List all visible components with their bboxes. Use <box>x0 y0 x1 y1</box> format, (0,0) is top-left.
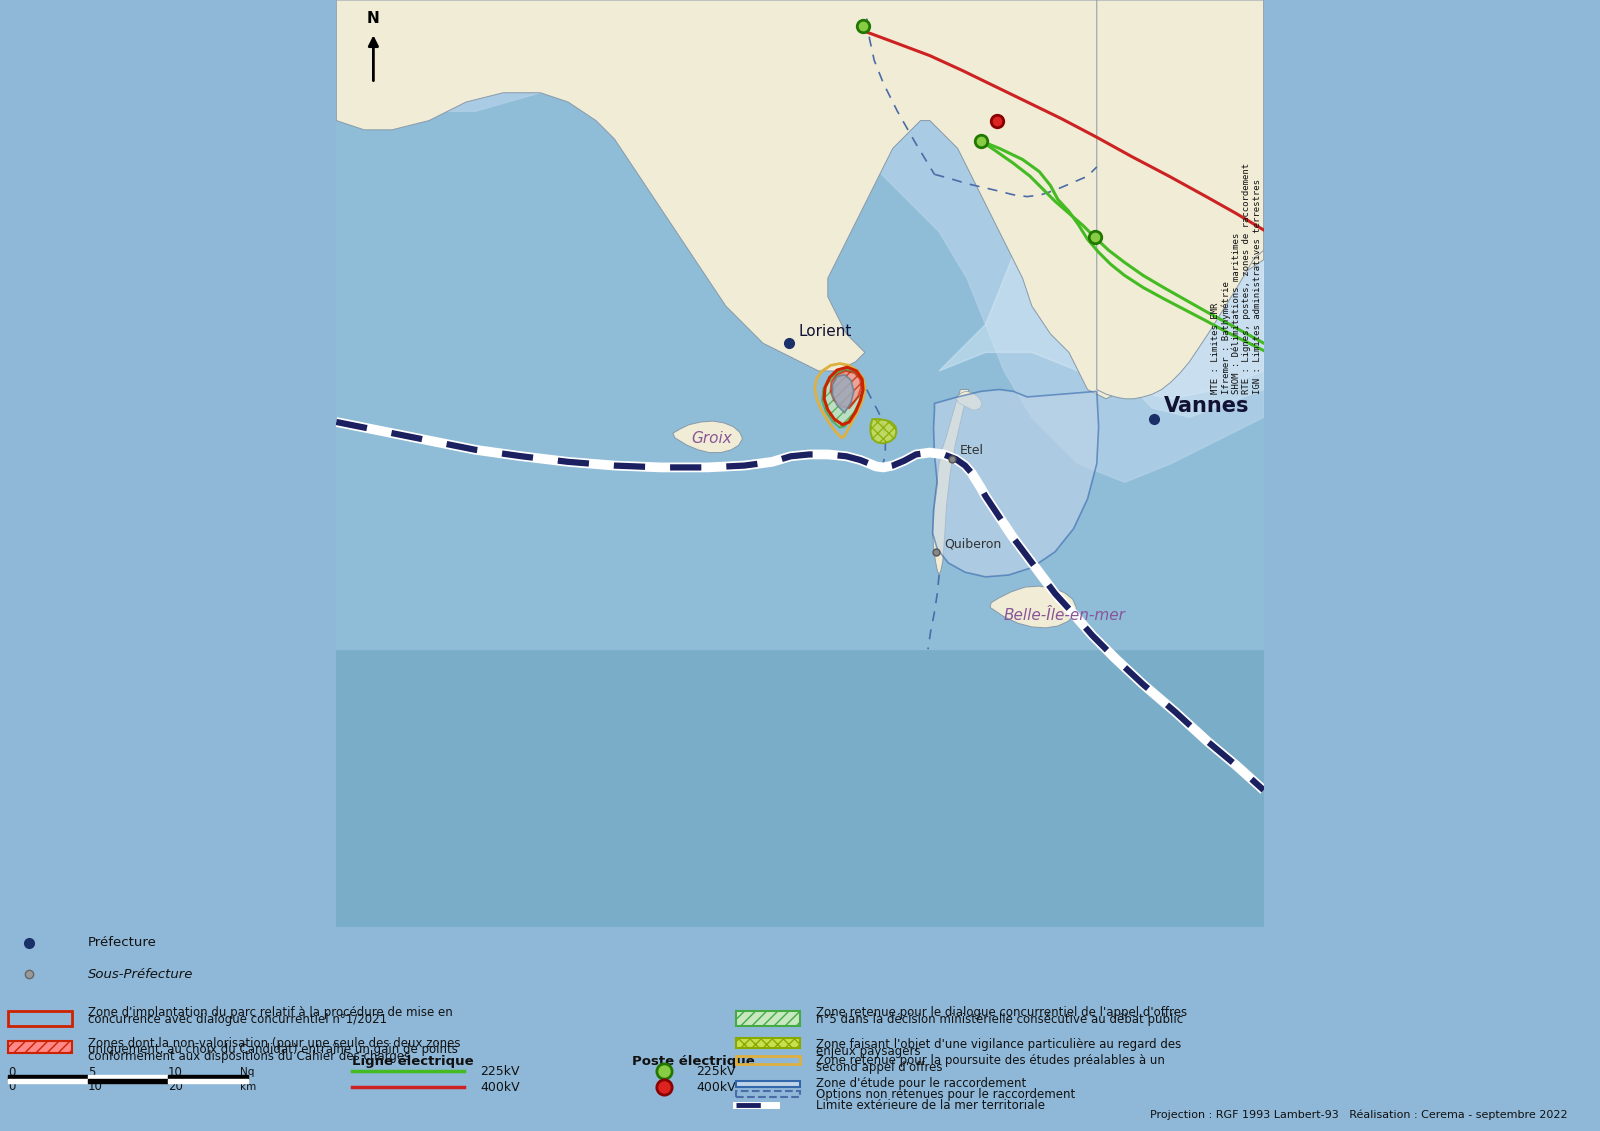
Bar <box>736 1055 800 1064</box>
Polygon shape <box>933 389 968 575</box>
Text: Zone retenue pour le dialogue concurrentiel de l'appel d'offres: Zone retenue pour le dialogue concurrent… <box>816 1005 1187 1019</box>
Text: concurrence avec dialogue concurrentiel n°1/2021: concurrence avec dialogue concurrentiel … <box>88 1013 387 1026</box>
Text: 225kV: 225kV <box>480 1065 520 1078</box>
Text: 5: 5 <box>88 1065 96 1079</box>
Polygon shape <box>893 0 1264 417</box>
Text: 0: 0 <box>8 1065 16 1079</box>
Text: n°5 dans la décision ministérielle consécutive au débat public: n°5 dans la décision ministérielle consé… <box>816 1013 1182 1026</box>
Text: uniquement, au choix du Candidat) entraîne un gain de points: uniquement, au choix du Candidat) entraî… <box>88 1043 458 1056</box>
Text: N: N <box>366 11 379 26</box>
Text: MTE : Limites EMR
Ifremer : Bathymétrie
SHOM : Délimitations maritimes
RTE : Lig: MTE : Limites EMR Ifremer : Bathymétrie … <box>1211 163 1262 394</box>
Text: 0: 0 <box>8 1080 16 1094</box>
Text: Quiberon: Quiberon <box>944 537 1002 550</box>
Text: Belle-Île-en-mer: Belle-Île-en-mer <box>1005 607 1126 622</box>
Text: Groix: Groix <box>691 431 733 447</box>
Text: Préfecture: Préfecture <box>88 936 157 949</box>
Text: Ligne électrique: Ligne électrique <box>352 1055 474 1069</box>
Polygon shape <box>1096 0 1264 399</box>
Polygon shape <box>336 0 1264 482</box>
Bar <box>736 1038 800 1048</box>
Polygon shape <box>955 391 982 409</box>
Polygon shape <box>830 371 861 408</box>
Text: conformément aux dispositions du Cahier des charges: conformément aux dispositions du Cahier … <box>88 1051 410 1063</box>
Polygon shape <box>933 389 1099 577</box>
Text: Zone d'implantation du parc relatif à la procédure de mise en: Zone d'implantation du parc relatif à la… <box>88 1005 453 1019</box>
Text: Zone retenue pour la poursuite des études préalables à un: Zone retenue pour la poursuite des étude… <box>816 1054 1165 1067</box>
Text: second appel d'offres: second appel d'offres <box>816 1061 942 1073</box>
Text: enjeux paysagers: enjeux paysagers <box>816 1045 920 1057</box>
Polygon shape <box>336 0 1264 399</box>
Bar <box>736 1091 800 1097</box>
Text: Poste électrique: Poste électrique <box>632 1055 755 1069</box>
Text: Sous-Préfecture: Sous-Préfecture <box>88 968 194 981</box>
Polygon shape <box>674 421 742 452</box>
Text: Zone d'étude pour le raccordement: Zone d'étude pour le raccordement <box>816 1078 1026 1090</box>
Bar <box>736 1011 800 1026</box>
Polygon shape <box>832 374 854 413</box>
Text: 10: 10 <box>168 1065 182 1079</box>
Text: Etel: Etel <box>960 444 984 457</box>
Text: Zone faisant l'objet d'une vigilance particulière au regard des: Zone faisant l'objet d'une vigilance par… <box>816 1037 1181 1051</box>
Bar <box>8 1041 72 1053</box>
Text: 10: 10 <box>88 1080 102 1094</box>
Text: Limite extérieure de la mer territoriale: Limite extérieure de la mer territoriale <box>816 1099 1045 1112</box>
Text: Zones dont la non-valorisation (pour une seule des deux zones: Zones dont la non-valorisation (pour une… <box>88 1037 461 1050</box>
Text: Projection : RGF 1993 Lambert-93   Réalisation : Cerema - septembre 2022: Projection : RGF 1993 Lambert-93 Réalisa… <box>1150 1110 1568 1120</box>
Polygon shape <box>822 370 862 428</box>
Text: Vannes: Vannes <box>1163 396 1250 416</box>
Text: 20: 20 <box>168 1080 182 1094</box>
Bar <box>736 1081 800 1087</box>
Polygon shape <box>870 420 896 443</box>
Text: Nq: Nq <box>240 1068 254 1078</box>
Text: km: km <box>240 1081 256 1091</box>
Bar <box>8 1011 72 1026</box>
Polygon shape <box>939 0 1264 399</box>
Polygon shape <box>990 586 1077 628</box>
Text: 400kV: 400kV <box>696 1080 736 1094</box>
Text: 225kV: 225kV <box>696 1065 736 1078</box>
Text: Options non retenues pour le raccordement: Options non retenues pour le raccordemen… <box>816 1088 1075 1100</box>
Text: 400kV: 400kV <box>480 1080 520 1094</box>
Bar <box>336 0 1264 649</box>
Text: Lorient: Lorient <box>798 323 851 338</box>
